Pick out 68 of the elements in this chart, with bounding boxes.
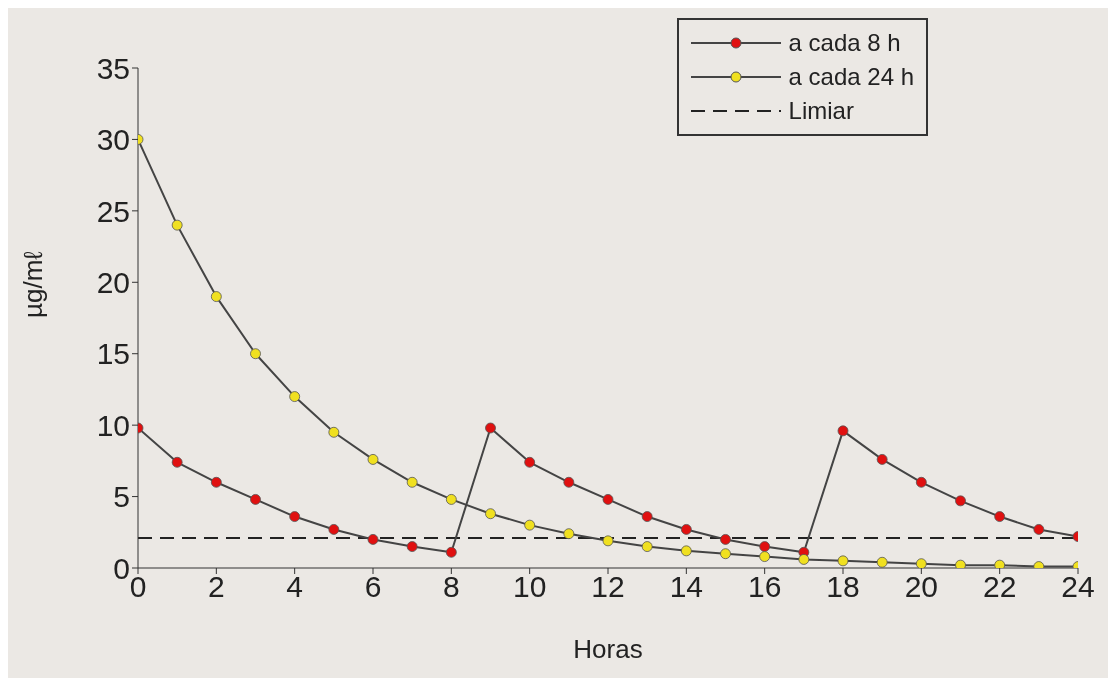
- y-tick-label: 15: [96, 337, 130, 371]
- x-tick-label: 16: [747, 570, 782, 604]
- y-axis-title: µg/mℓ: [18, 250, 49, 318]
- point: [680, 545, 692, 557]
- y-tick-label: 25: [96, 194, 130, 228]
- point: [720, 548, 731, 560]
- point: [563, 476, 575, 488]
- x-tick-label: 4: [286, 570, 304, 604]
- point: [994, 559, 1006, 568]
- y-tick-label: 5: [113, 480, 130, 514]
- point: [367, 454, 379, 465]
- point: [759, 541, 771, 552]
- x-tick-label: 18: [826, 570, 860, 604]
- point: [994, 511, 1006, 522]
- point: [445, 494, 457, 505]
- x-tick-label: 24: [1061, 570, 1095, 604]
- point: [641, 541, 653, 552]
- point: [445, 546, 457, 558]
- point: [210, 476, 222, 488]
- point: [406, 541, 418, 552]
- x-tick-label: 12: [591, 570, 625, 604]
- point: [876, 454, 888, 465]
- point: [485, 508, 496, 520]
- point: [171, 219, 183, 231]
- y-tick-label: 35: [96, 51, 130, 85]
- point: [328, 524, 340, 535]
- point: [1033, 524, 1045, 535]
- point: [955, 495, 966, 507]
- legend-label: a cada 8 h: [788, 29, 901, 57]
- legend-label: Limiar: [788, 97, 854, 125]
- point: [876, 556, 888, 568]
- y-tick-label: 20: [96, 265, 130, 299]
- point: [720, 534, 731, 545]
- point: [250, 348, 261, 360]
- x-tick-label: 10: [512, 570, 547, 604]
- point: [563, 528, 575, 540]
- point: [289, 391, 301, 402]
- x-tick-label: 6: [364, 570, 382, 604]
- point: [955, 559, 966, 568]
- point: [250, 494, 261, 505]
- point: [602, 535, 614, 547]
- legend-label: a cada 24 h: [788, 63, 914, 91]
- x-tick-label: 20: [904, 570, 939, 604]
- point: [680, 524, 692, 535]
- point: [915, 558, 927, 568]
- point: [289, 511, 301, 522]
- point: [367, 534, 379, 545]
- y-tick-label: 30: [96, 123, 130, 157]
- point: [210, 291, 222, 302]
- point: [837, 555, 849, 567]
- point: [328, 426, 340, 438]
- y-tick-label: 10: [96, 408, 130, 442]
- point: [406, 476, 418, 488]
- point: [524, 519, 536, 531]
- x-tick-label: 14: [669, 570, 704, 604]
- point: [837, 425, 849, 437]
- point: [641, 511, 653, 522]
- x-tick-label: 22: [982, 570, 1017, 604]
- x-axis-title: Horas: [573, 634, 643, 664]
- point: [171, 456, 183, 468]
- x-tick-label: 8: [442, 570, 460, 604]
- point: [915, 476, 927, 488]
- point: [524, 456, 536, 468]
- point: [798, 554, 810, 565]
- point: [759, 551, 771, 562]
- x-tick-label: 2: [207, 570, 225, 604]
- point: [485, 422, 496, 434]
- point: [602, 494, 614, 505]
